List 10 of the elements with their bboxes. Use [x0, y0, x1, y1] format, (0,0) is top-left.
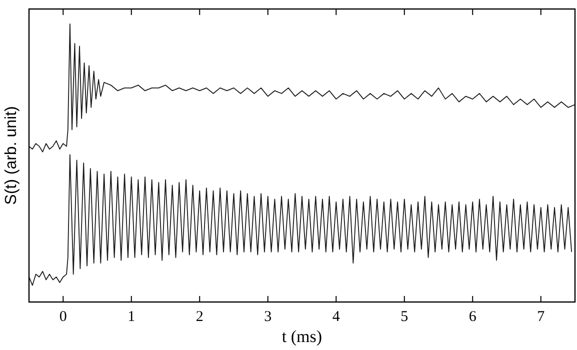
x-tick-label: 0: [59, 309, 67, 325]
x-axis-title: t (ms): [282, 327, 322, 346]
x-tick-label: 2: [196, 309, 204, 325]
y-axis-title: S(t) (arb. unit): [3, 106, 20, 205]
x-tick-label: 7: [537, 309, 546, 325]
x-tick-label: 5: [400, 309, 408, 325]
x-tick-label: 6: [468, 309, 477, 325]
x-tick-label: 4: [332, 309, 340, 325]
x-tick-label: 3: [264, 309, 272, 325]
x-tick-label: 1: [128, 309, 136, 325]
